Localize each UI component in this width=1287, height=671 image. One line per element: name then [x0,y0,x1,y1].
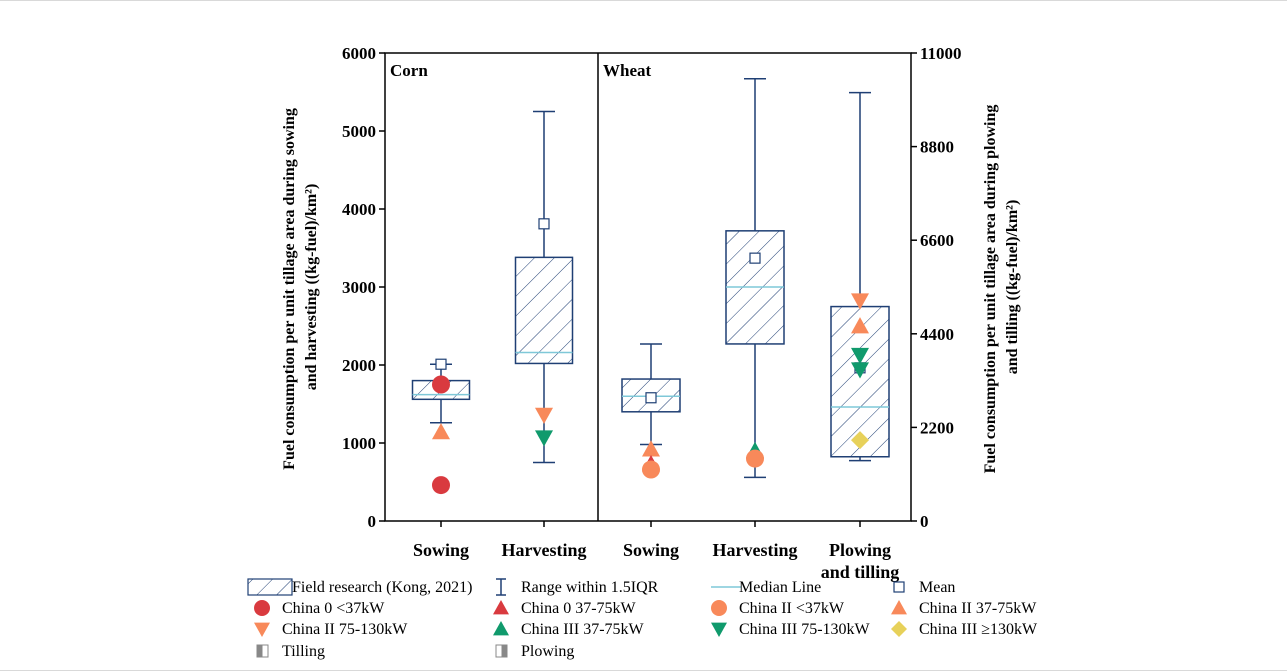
mean-marker [538,218,550,230]
legend-swatch-plowing-fill [501,645,507,657]
y-left-tick-label: 0 [368,512,377,531]
legend-item: Mean [893,579,955,596]
legend-item: China II <37kW [711,600,845,617]
legend-item: China III 37-75kW [493,621,645,638]
mean-marker [645,392,657,404]
data-point [535,430,553,447]
boxes-layer [411,77,890,479]
data-point [432,375,450,394]
box-group [830,91,890,462]
data-point [851,347,869,365]
data-point [642,440,660,457]
legend-item: China III ≥130kW [891,621,1038,638]
points-layer [432,293,869,495]
legend-item: Range within 1.5IQR [496,578,659,596]
legend-label: China III ≥130kW [919,621,1038,638]
legend-item: China 0 <37kW [254,600,385,617]
x-tick-label: Harvesting [713,540,798,560]
y-right-title-line-1: Fuel consumption per unit tillage area d… [982,105,999,474]
x-tick-label: Plowing [829,540,891,560]
data-point [851,362,869,379]
y-left-tick-label: 5000 [342,122,376,141]
box-iqr [514,256,574,365]
y-axis-right-title: Fuel consumption per unit tillage area d… [982,101,1021,474]
legend-swatch-marker [891,621,907,637]
box-group [621,343,681,446]
data-point [642,460,660,479]
legend-label: Plowing [521,643,574,660]
y-left-tick-label: 6000 [342,44,376,63]
x-tick-label: Sowing [623,540,679,560]
legend-label: Mean [919,579,955,596]
legend-item: Tilling [256,643,325,660]
legend-item: China II 37-75kW [891,600,1037,617]
y-left-title-line-1: Fuel consumption per unit tillage area d… [281,108,298,470]
y-right-tick-label: 4400 [920,325,954,344]
y-left-tick-label: 1000 [342,434,376,453]
x-tick-label: and tilling [821,562,900,582]
legend-label: China II <37kW [739,600,845,617]
legend-swatch-marker [493,621,509,636]
y-left-tick-label: 3000 [342,278,376,297]
y-axis-left: 0 1000 2000 3000 4000 5000 6000 [342,44,385,531]
legend-label: China III 37-75kW [521,621,645,638]
legend-item: China III 75-130kW [711,621,871,638]
legend-item: Field research (Kong, 2021) [247,578,472,596]
data-point [851,317,869,334]
legend-swatch-marker [254,600,270,616]
data-point [851,431,869,450]
legend-swatch-field [247,578,293,596]
legend-label: Median Line [739,579,821,596]
legend-label: China II 75-130kW [282,621,408,638]
legend-item: Plowing [495,643,574,660]
y-left-tick-label: 4000 [342,200,376,219]
y-right-tick-label: 11000 [920,44,962,63]
legend-swatch-marker [891,600,907,615]
legend-item: Median Line [711,579,821,596]
y-right-tick-label: 6600 [920,231,954,250]
x-tick-label: Sowing [413,540,469,560]
x-axis: Sowing Harvesting Sowing Harvesting Plowinga… [413,521,899,582]
legend-swatch-marker [493,600,509,615]
legend-swatch-marker [711,600,727,616]
panel-label-corn: Corn [390,61,428,80]
legend-swatch-marker [254,622,270,637]
data-point [851,293,869,310]
data-point [432,476,450,495]
box-group [514,110,574,464]
y-right-title-line-2: and tilling ((kg-fuel)/km²) [1004,200,1021,375]
x-tick-label: Harvesting [502,540,587,560]
mean-marker [749,252,761,264]
data-point [432,423,450,440]
legend-item: China 0 37-75kW [493,600,637,617]
legend-label: China 0 37-75kW [521,600,637,617]
mean-marker [435,358,447,370]
legend-swatch-tilling-fill [257,645,263,657]
legend-label: China III 75-130kW [739,621,871,638]
legend-label: China 0 <37kW [282,600,385,617]
box-group [725,77,785,479]
data-point [746,449,764,468]
y-axis-right: 0 2200 4400 6600 8800 11000 [911,44,962,531]
legend-label: Range within 1.5IQR [521,579,659,596]
y-axis-left-title: Fuel consumption per unit tillage area d… [281,104,320,470]
legend-label: China II 37-75kW [919,600,1037,617]
data-point [535,407,553,424]
panel-label-wheat: Wheat [603,61,652,80]
legend-label: Field research (Kong, 2021) [292,579,472,596]
legend-label: Tilling [282,643,325,660]
y-right-tick-label: 8800 [920,138,954,157]
legend: Field research (Kong, 2021) Range within … [247,578,1038,660]
y-left-title-line-2: and harvesting ((kg-fuel)/km²) [303,184,320,391]
legend-swatch-mean [893,581,905,593]
legend-swatch-marker [711,622,727,637]
y-right-tick-label: 0 [920,512,929,531]
legend-item: China II 75-130kW [254,621,408,638]
y-left-tick-label: 2000 [342,356,376,375]
y-right-tick-label: 2200 [920,418,954,437]
